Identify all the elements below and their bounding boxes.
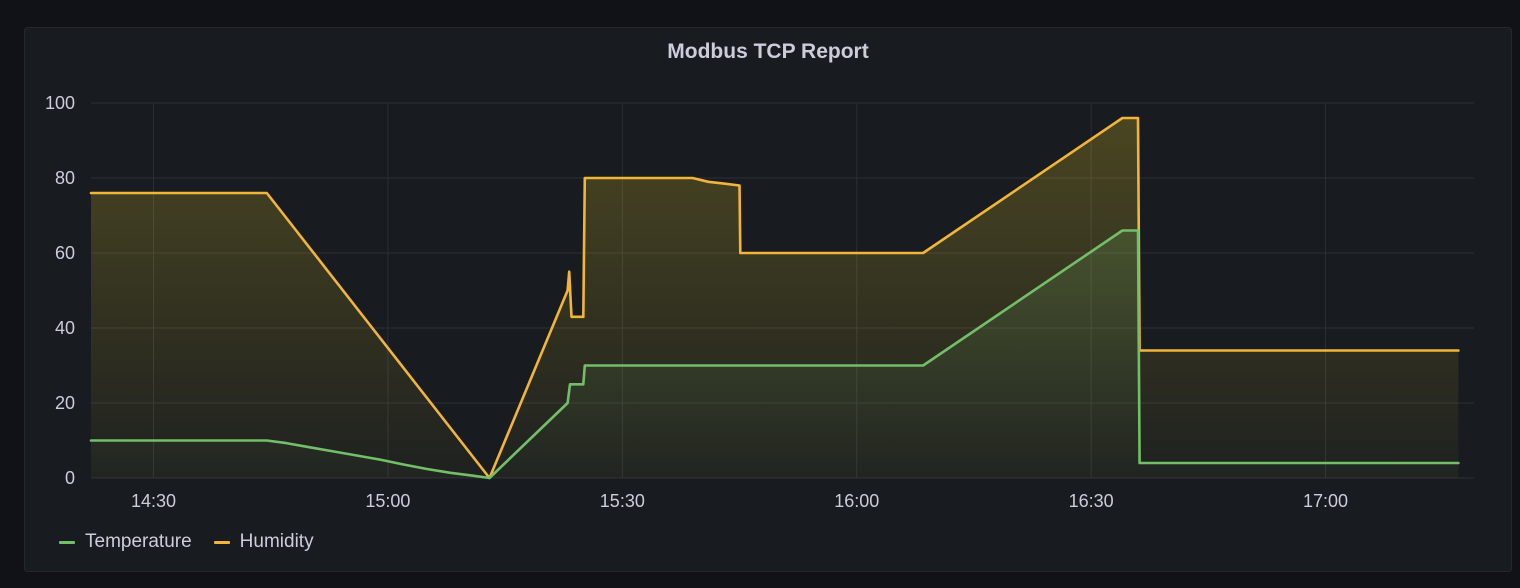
y-tick-label: 40 — [55, 318, 75, 338]
legend-item-temperature[interactable]: Temperature — [59, 531, 192, 553]
y-tick-label: 0 — [65, 468, 75, 488]
x-tick-label: 16:00 — [834, 491, 879, 511]
temperature-series-line — [89, 229, 1460, 480]
x-tick-label: 14:30 — [131, 491, 176, 511]
y-tick-label: 20 — [55, 393, 75, 413]
legend-label-humidity: Humidity — [239, 531, 314, 552]
x-tick-label: 15:30 — [600, 491, 645, 511]
chart-title: Modbus TCP Report — [667, 40, 869, 63]
temperature-swatch-icon — [59, 540, 75, 544]
y-tick-label: 80 — [55, 168, 75, 188]
chart-panel: Modbus TCP Report 0 20 40 60 80 100 14:30 15:0… — [24, 27, 1512, 572]
chart-plot: 0 20 40 60 80 100 14:30 15:00 15:30 16:00 16:30 17… — [45, 93, 1474, 511]
x-tick-label: 15:00 — [365, 491, 410, 511]
legend-label-temperature: Temperature — [85, 531, 192, 552]
legend-item-humidity[interactable]: Humidity — [213, 531, 314, 553]
x-tick-label: 16:30 — [1069, 491, 1114, 511]
temperature-area — [91, 230, 1459, 478]
chart-legend: Temperature Humidity — [59, 531, 314, 553]
x-tick-label: 17:00 — [1303, 491, 1348, 511]
humidity-swatch-icon — [213, 540, 230, 544]
y-tick-label: 60 — [55, 243, 75, 263]
y-tick-label: 100 — [45, 93, 75, 113]
humidity-series-line — [89, 116, 1460, 480]
